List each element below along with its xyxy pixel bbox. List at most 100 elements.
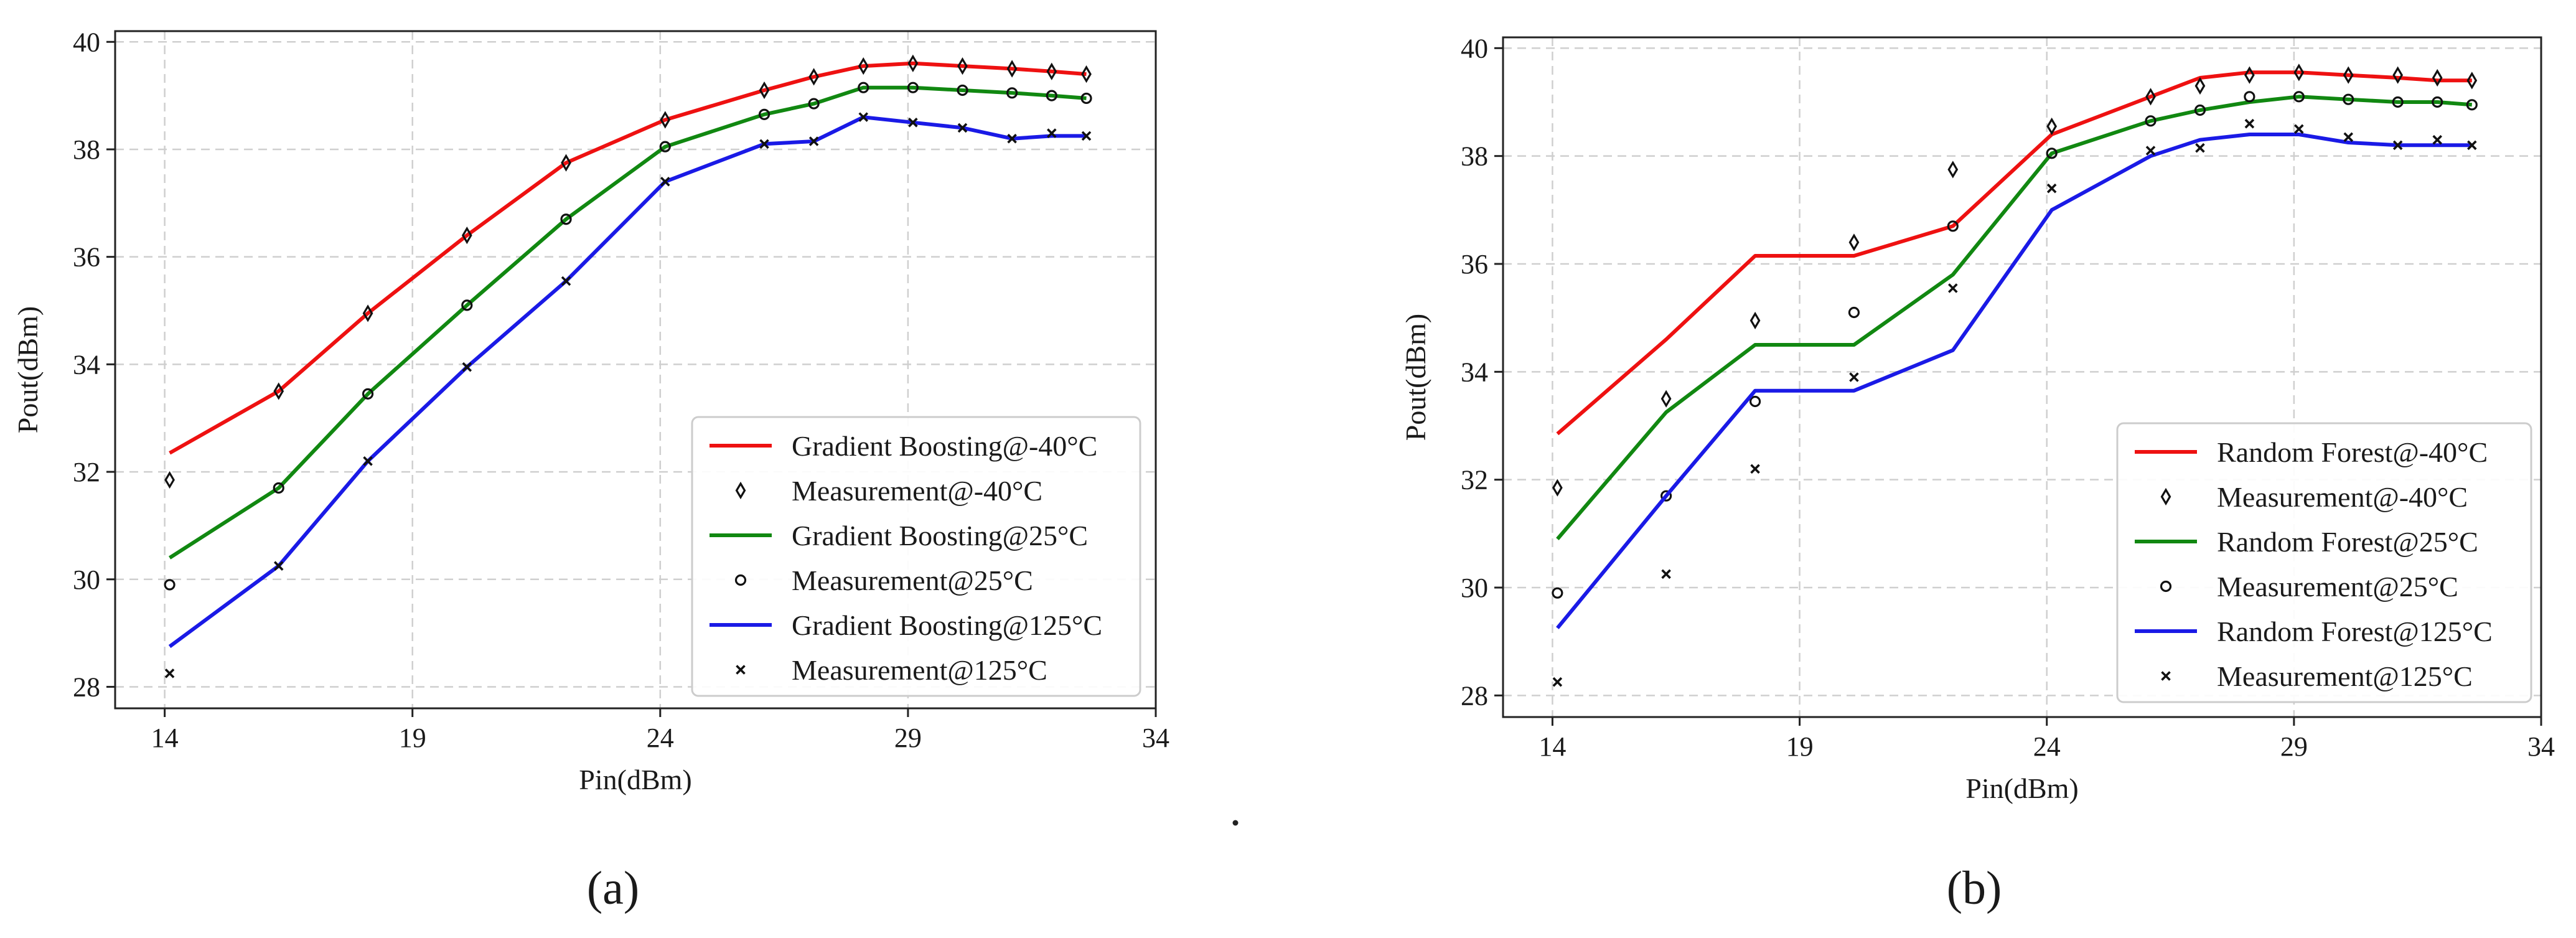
data-point-diamond	[1749, 311, 1761, 330]
x-tick-label: 24	[2033, 731, 2061, 762]
x-tick-label: 34	[1142, 723, 1169, 753]
legend-box	[691, 416, 1141, 697]
data-point-diamond	[1046, 62, 1057, 80]
y-tick-label: 36	[1461, 249, 1488, 279]
data-point-diamond	[273, 382, 284, 400]
data-point-diamond	[907, 54, 919, 72]
data-point-diamond	[2244, 66, 2255, 84]
series-line	[1556, 133, 2472, 629]
data-point-diamond	[2046, 117, 2058, 136]
data-point-circle	[957, 84, 968, 96]
data-point-circle	[1660, 490, 1672, 502]
x-tick-label: 14	[1539, 731, 1566, 762]
legend-entry-label: Measurement@125°C	[792, 654, 1047, 686]
data-point-circle	[1552, 587, 1563, 599]
data-point-diamond	[561, 154, 571, 172]
data-point-circle	[907, 82, 919, 93]
y-tick-label: 38	[1461, 141, 1488, 172]
legend-marker-x	[736, 665, 746, 675]
data-point-circle	[2046, 148, 2058, 159]
legend-marker-circle	[734, 574, 747, 586]
data-point-circle	[560, 213, 572, 225]
legend-marker-diamond	[2160, 487, 2171, 506]
x-tick-label: 34	[2527, 731, 2555, 762]
data-point-diamond	[808, 68, 819, 86]
chart-panel-b: 14 19 24 29 34 28 30 32 34 36 38 40 Pin(dBm) Pout(dBm…	[1400, 33, 2555, 804]
data-point-x	[1750, 464, 1760, 474]
data-point-x	[2343, 132, 2354, 143]
legend-entry-label: Measurement@125°C	[2217, 660, 2473, 692]
y-tick-label: 32	[1461, 465, 1488, 495]
series-line	[168, 85, 1087, 560]
data-point-circle	[758, 108, 770, 120]
series-markers-1	[164, 54, 1092, 489]
series-line-2	[1556, 95, 2473, 540]
y-tick-label: 32	[73, 457, 100, 487]
data-point-circle	[1848, 306, 1860, 319]
x-tick-label: 19	[1786, 731, 1814, 762]
data-point-diamond	[164, 471, 175, 489]
series-line	[169, 61, 1087, 455]
data-point-x	[808, 136, 819, 146]
legend: Gradient Boosting@-40°C Measurement@-40°C…	[691, 416, 1141, 697]
data-point-circle	[2293, 91, 2305, 103]
data-point-diamond	[461, 226, 472, 245]
series-line	[1556, 70, 2472, 436]
y-tick-label: 30	[1461, 573, 1488, 603]
data-point-circle	[164, 579, 176, 591]
data-point-diamond	[858, 57, 869, 75]
data-point-diamond	[1848, 233, 1860, 251]
data-point-diamond	[2293, 63, 2305, 82]
legend-entry-label: Measurement@25°C	[792, 565, 1033, 596]
data-point-circle	[2343, 93, 2354, 105]
data-point-circle	[2194, 104, 2206, 116]
data-point-circle	[1046, 90, 1057, 101]
y-tick-label: 38	[73, 134, 100, 165]
y-tick-label: 36	[73, 242, 100, 273]
panel-label: (a)	[587, 862, 639, 914]
data-point-diamond	[660, 111, 671, 129]
series-line-4	[168, 115, 1087, 649]
plot-frame	[114, 30, 1157, 710]
data-point-circle	[659, 141, 671, 152]
data-point-x	[2145, 146, 2156, 156]
data-point-diamond	[362, 304, 373, 322]
series-markers-5	[164, 112, 1092, 678]
data-point-x	[2294, 124, 2304, 134]
data-point-x	[2392, 140, 2403, 151]
data-point-diamond	[1081, 65, 1092, 83]
legend-entry-label: Measurement@-40°C	[792, 475, 1042, 507]
x-axis-label: Pin(dBm)	[579, 764, 691, 795]
data-point-diamond	[759, 81, 770, 100]
panel-label: (b)	[1947, 862, 2002, 914]
y-axis-label: Pout(dBm)	[1400, 314, 1431, 441]
legend: Random Forest@-40°C Measurement@-40°C Rand…	[2116, 422, 2532, 703]
data-point-circle	[2392, 96, 2404, 108]
x-tick-label: 29	[2280, 731, 2308, 762]
data-point-x	[908, 118, 918, 128]
series-line	[168, 115, 1087, 649]
data-point-x	[1661, 569, 1671, 579]
data-point-x	[1047, 128, 1057, 138]
data-point-circle	[858, 82, 869, 93]
x-axis-label: Pin(dBm)	[1965, 772, 2078, 804]
series-line-2	[168, 85, 1087, 560]
legend-entry-label: Gradient Boosting@125°C	[792, 609, 1102, 641]
data-point-diamond	[2432, 68, 2443, 87]
y-tick-label: 34	[1461, 357, 1488, 387]
data-point-circle	[808, 98, 820, 110]
data-point-diamond	[2145, 88, 2156, 106]
data-point-circle	[1080, 92, 1092, 105]
legend-entry-label: Gradient Boosting@25°C	[792, 520, 1088, 551]
data-point-x	[2432, 134, 2442, 145]
y-tick-label: 28	[1461, 680, 1488, 711]
legend-marker-circle	[2160, 580, 2172, 593]
data-point-circle	[2432, 96, 2443, 108]
data-point-diamond	[2392, 66, 2404, 84]
data-point-x	[1552, 677, 1563, 687]
legend-entry-label: Random Forest@125°C	[2217, 616, 2493, 647]
data-point-x	[1007, 133, 1017, 144]
x-tick-label: 24	[647, 723, 674, 753]
data-point-x	[2046, 183, 2057, 194]
data-point-x	[363, 456, 373, 466]
